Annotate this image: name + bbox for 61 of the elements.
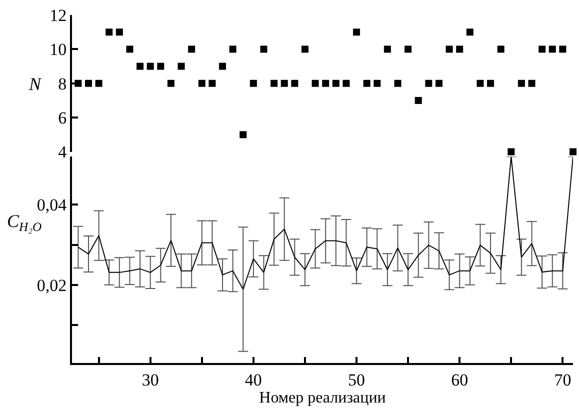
point bbox=[425, 80, 432, 87]
point bbox=[363, 80, 370, 87]
point bbox=[126, 46, 134, 53]
y-tick-label: 0,02 bbox=[36, 276, 67, 295]
point bbox=[157, 62, 164, 70]
point bbox=[476, 80, 484, 87]
point bbox=[332, 80, 340, 87]
point bbox=[456, 46, 464, 53]
x-tick-label: 70 bbox=[554, 370, 572, 390]
point bbox=[374, 80, 381, 87]
point bbox=[322, 80, 330, 87]
y-tick-label: 6 bbox=[58, 108, 67, 128]
point bbox=[570, 148, 576, 156]
point bbox=[146, 62, 154, 70]
point bbox=[291, 80, 298, 87]
x-tick-label: 40 bbox=[244, 370, 262, 390]
point bbox=[301, 46, 308, 53]
point bbox=[136, 62, 144, 70]
point bbox=[280, 80, 288, 87]
point bbox=[466, 28, 474, 36]
point bbox=[188, 46, 196, 53]
point bbox=[106, 28, 113, 36]
point bbox=[538, 46, 546, 53]
point bbox=[208, 80, 216, 87]
point bbox=[116, 28, 123, 36]
point bbox=[497, 46, 504, 53]
point bbox=[219, 62, 226, 70]
point bbox=[84, 80, 92, 87]
y-tick-label: 12 bbox=[50, 6, 67, 25]
point bbox=[229, 46, 236, 53]
point bbox=[394, 80, 402, 87]
point bbox=[508, 148, 515, 156]
y-tick-label: 4 bbox=[58, 142, 68, 162]
point bbox=[446, 46, 453, 53]
point bbox=[260, 46, 268, 53]
point bbox=[95, 80, 102, 87]
point bbox=[167, 80, 174, 87]
point bbox=[487, 80, 494, 87]
x-tick-label: 60 bbox=[451, 370, 468, 390]
point bbox=[178, 62, 185, 70]
point bbox=[240, 131, 247, 138]
x-tick-label: 50 bbox=[348, 370, 366, 390]
point bbox=[198, 80, 206, 87]
point bbox=[414, 96, 422, 104]
point bbox=[353, 28, 360, 36]
y-axis-title: N bbox=[28, 74, 42, 94]
y-tick-label: 10 bbox=[50, 40, 67, 60]
x-axis-title: Номер реализации bbox=[259, 389, 386, 406]
point bbox=[548, 46, 556, 53]
point bbox=[528, 80, 536, 87]
point bbox=[384, 46, 391, 53]
y-tick-label: 8 bbox=[58, 74, 67, 94]
point bbox=[404, 46, 412, 53]
point bbox=[250, 80, 257, 87]
point bbox=[270, 80, 278, 87]
x-tick-label: 30 bbox=[142, 370, 159, 390]
point bbox=[518, 80, 525, 87]
point bbox=[559, 46, 566, 53]
point bbox=[342, 80, 350, 87]
point bbox=[312, 80, 319, 87]
point bbox=[435, 80, 442, 87]
